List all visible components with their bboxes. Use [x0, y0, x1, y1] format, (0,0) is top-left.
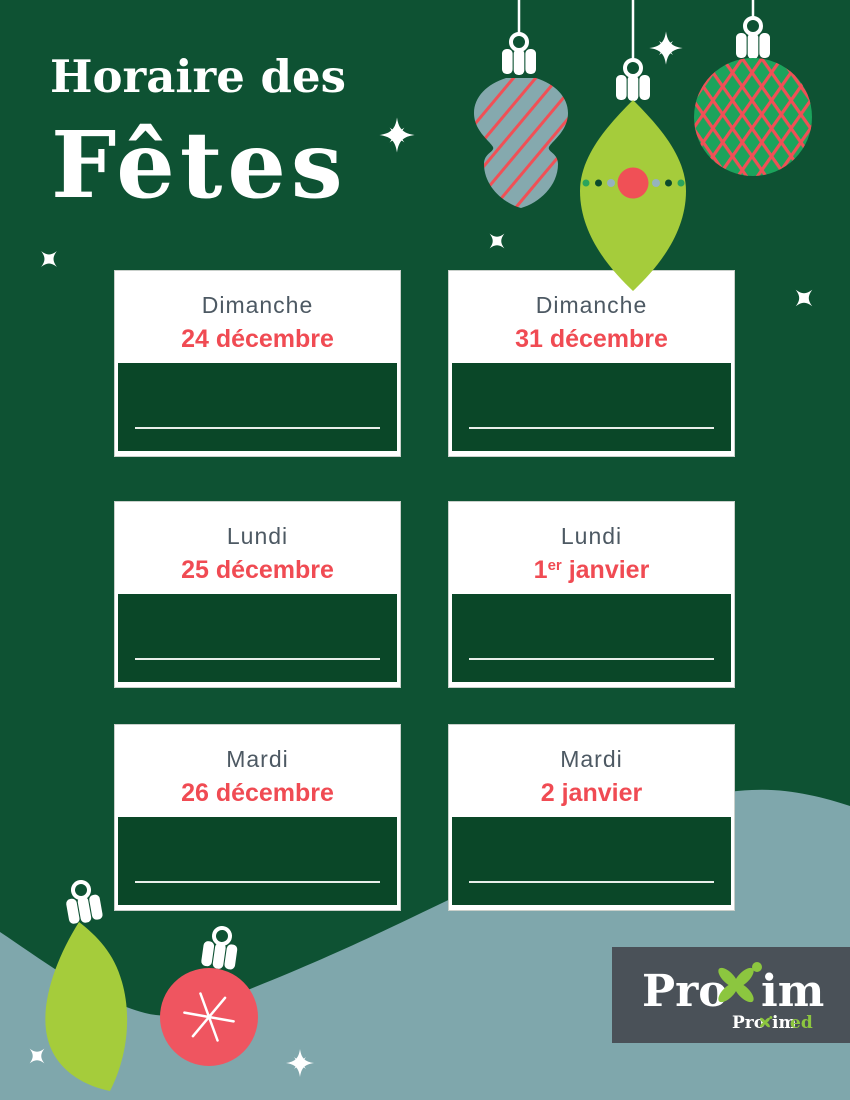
card-date-label: 26 décembre — [181, 779, 334, 807]
title-line-1: Horaire des — [50, 50, 346, 103]
card-day-label: Dimanche — [535, 292, 648, 318]
hours-write-line — [135, 427, 380, 429]
hours-write-line — [469, 427, 714, 429]
card-day-label: Dimanche — [201, 292, 314, 318]
hours-write-line — [135, 881, 380, 883]
logo-sub-ed: ed — [790, 1013, 813, 1033]
schedule-card: Lundi 1er janvier — [448, 501, 735, 688]
card-date-label: 1er janvier — [533, 556, 650, 584]
schedule-card: Dimanche 31 décembre — [448, 270, 735, 457]
card-day-label: Lundi — [560, 523, 623, 549]
card-hours-area — [452, 363, 731, 451]
schedule-card: Mardi 2 janvier — [448, 724, 735, 911]
card-day-label: Mardi — [560, 746, 623, 772]
logo-text-im: im — [761, 966, 824, 1017]
hours-write-line — [469, 881, 714, 883]
proxim-logo-box: Pro im Pro im ed — [612, 947, 850, 1043]
hours-write-line — [469, 658, 714, 660]
proxim-logo: Pro im Pro im ed — [642, 962, 824, 1033]
card-hours-area — [118, 363, 397, 451]
card-day-label: Lundi — [226, 523, 289, 549]
card-hours-area — [118, 817, 397, 905]
card-hours-area — [118, 594, 397, 682]
title-line-2: Fêtes — [51, 111, 348, 219]
card-hours-area — [452, 594, 731, 682]
schedule-card: Mardi 26 décembre — [114, 724, 401, 911]
logo-text-pro: Pro — [642, 966, 728, 1017]
schedule-card: Lundi 25 décembre — [114, 501, 401, 688]
card-date-label: 25 décembre — [181, 556, 334, 584]
schedule-card: Dimanche 24 décembre — [114, 270, 401, 457]
card-hours-area — [452, 817, 731, 905]
card-date-label: 31 décembre — [515, 325, 668, 353]
logo-sub-pro: Pro — [732, 1013, 765, 1033]
card-day-label: Mardi — [226, 746, 289, 772]
card-date-label: 2 janvier — [540, 779, 643, 807]
date-superscript: er — [547, 557, 562, 574]
hours-write-line — [135, 658, 380, 660]
card-date-label: 24 décembre — [181, 325, 334, 353]
